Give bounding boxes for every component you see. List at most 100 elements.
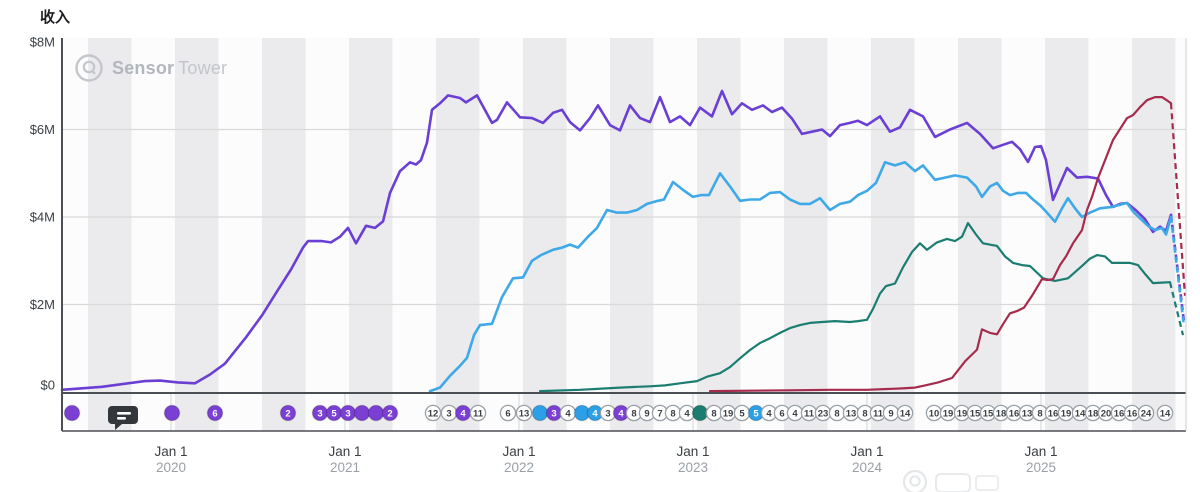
event-badge[interactable]: 15 bbox=[979, 404, 997, 422]
event-badge-count: 12 bbox=[428, 408, 439, 419]
event-badge[interactable]: 4 bbox=[559, 404, 577, 422]
event-badge[interactable]: 2 bbox=[279, 404, 297, 422]
event-badge-count: 10 bbox=[929, 408, 940, 419]
event-badge[interactable]: 23 bbox=[814, 404, 832, 422]
quarter-stripe bbox=[523, 38, 567, 431]
event-badge-count: 8 bbox=[711, 408, 716, 419]
event-badge-count: 7 bbox=[657, 408, 662, 419]
event-badge-count: 24 bbox=[1141, 408, 1152, 419]
event-badge-count: 4 bbox=[684, 408, 690, 419]
x-tick-year: 2024 bbox=[852, 460, 883, 475]
event-badge[interactable]: 13 bbox=[515, 404, 533, 422]
event-badge[interactable] bbox=[353, 404, 371, 422]
quarter-stripe bbox=[175, 38, 219, 431]
event-badge[interactable]: 4 bbox=[786, 404, 804, 422]
event-badge-count: 8 bbox=[631, 408, 636, 419]
series-line-teal[interactable] bbox=[538, 222, 1172, 393]
event-badge[interactable]: 14 bbox=[1156, 404, 1174, 422]
y-tick-label: $2M bbox=[30, 297, 55, 312]
event-badge-count: 19 bbox=[723, 408, 734, 419]
event-badge-count: 4 bbox=[565, 408, 571, 419]
event-badge[interactable]: 11 bbox=[469, 404, 487, 422]
event-badge[interactable]: 19 bbox=[719, 404, 737, 422]
event-badge[interactable] bbox=[691, 404, 709, 422]
event-badge[interactable]: 18 bbox=[992, 404, 1010, 422]
event-badge-count: 8 bbox=[862, 408, 867, 419]
event-badge[interactable]: 8 bbox=[856, 404, 874, 422]
event-badge-count: 13 bbox=[519, 408, 530, 419]
event-badge-count: 4 bbox=[460, 408, 466, 419]
event-badge[interactable]: 5 bbox=[325, 404, 343, 422]
event-badge[interactable] bbox=[531, 404, 549, 422]
event-badge[interactable]: 8 bbox=[664, 404, 682, 422]
series-line-teal-forecast bbox=[1168, 281, 1185, 336]
x-tick-label: Jan 1 bbox=[1024, 444, 1057, 459]
event-badge[interactable]: 3 bbox=[440, 404, 458, 422]
event-badge-count: 8 bbox=[834, 408, 839, 419]
event-badge[interactable]: 13 bbox=[842, 404, 860, 422]
event-badge[interactable]: 3 bbox=[545, 404, 563, 422]
event-badge-count: 3 bbox=[551, 408, 556, 419]
quarter-stripe bbox=[436, 38, 480, 431]
event-badge[interactable]: 2 bbox=[381, 404, 399, 422]
event-badge-count: 19 bbox=[957, 408, 968, 419]
event-badge[interactable]: 6 bbox=[499, 404, 517, 422]
event-badge-count: 20 bbox=[1101, 408, 1112, 419]
x-tick-label: Jan 1 bbox=[154, 444, 187, 459]
event-badge[interactable]: 5 bbox=[733, 404, 751, 422]
series-line-crimson-forecast bbox=[1169, 103, 1187, 296]
event-badge-count: 19 bbox=[1061, 408, 1072, 419]
event-badge[interactable]: 11 bbox=[800, 404, 818, 422]
quarter-stripe bbox=[871, 38, 915, 431]
y-tick-label: $8M bbox=[30, 35, 55, 50]
event-badge-count: 11 bbox=[804, 408, 815, 419]
event-badge[interactable]: 8 bbox=[705, 404, 723, 422]
event-badge-count: 14 bbox=[1075, 408, 1086, 419]
event-badge-count: 13 bbox=[1022, 408, 1033, 419]
event-badge[interactable]: 10 bbox=[925, 404, 943, 422]
series-line-light-blue[interactable] bbox=[428, 161, 1173, 393]
event-badge[interactable]: 24 bbox=[1137, 404, 1155, 422]
event-badge-count: 11 bbox=[473, 408, 484, 419]
event-badge-count: 9 bbox=[888, 408, 893, 419]
event-badge-count: 8 bbox=[670, 408, 675, 419]
event-badge[interactable]: 4 bbox=[454, 404, 472, 422]
event-badge-count: 23 bbox=[818, 408, 829, 419]
x-tick-year: 2023 bbox=[678, 460, 708, 475]
event-badge-count: 14 bbox=[900, 408, 911, 419]
event-badge-count: 16 bbox=[1114, 408, 1125, 419]
x-tick-label: Jan 1 bbox=[850, 444, 883, 459]
event-badge-count: 2 bbox=[285, 408, 290, 419]
event-badge-count: 9 bbox=[644, 408, 649, 419]
event-badge-count: 4 bbox=[618, 408, 624, 419]
x-tick-label: Jan 1 bbox=[502, 444, 535, 459]
x-tick-label: Jan 1 bbox=[676, 444, 709, 459]
event-badge[interactable]: 19 bbox=[1057, 404, 1075, 422]
event-badge[interactable]: 9 bbox=[882, 404, 900, 422]
event-badge[interactable] bbox=[63, 404, 81, 422]
event-badge[interactable]: 8 bbox=[828, 404, 846, 422]
event-badge[interactable] bbox=[367, 404, 385, 422]
event-badge[interactable]: 3 bbox=[311, 404, 329, 422]
event-badge[interactable]: 3 bbox=[339, 404, 357, 422]
x-tick-label: Jan 1 bbox=[328, 444, 361, 459]
event-badge[interactable] bbox=[163, 404, 181, 422]
event-badge[interactable]: 6 bbox=[206, 404, 224, 422]
event-badge-count: 15 bbox=[970, 408, 981, 419]
event-badge[interactable]: 12 bbox=[424, 404, 442, 422]
series-line-crimson[interactable] bbox=[708, 95, 1173, 393]
revenue-chart[interactable]: 6 2 3 5 3 2 12 3 4 11 6 13 3 4 4 3 4 8 9 7 8 4 8 19 5 5 4 6 4 11 23 8 13… bbox=[0, 0, 1200, 479]
quarter-stripe bbox=[1045, 38, 1089, 431]
event-badge-count: 5 bbox=[331, 408, 337, 419]
x-tick-year: 2025 bbox=[1026, 460, 1056, 475]
event-badge[interactable]: 19 bbox=[939, 404, 957, 422]
quarter-stripe bbox=[88, 38, 132, 431]
event-badge[interactable]: 14 bbox=[896, 404, 914, 422]
event-badge-count: 19 bbox=[943, 408, 954, 419]
y-tick-label: $6M bbox=[30, 122, 55, 137]
chat-bubble-icon[interactable] bbox=[108, 406, 138, 430]
series-line-purple[interactable] bbox=[60, 89, 1173, 392]
event-badge[interactable]: 16 bbox=[1123, 404, 1141, 422]
event-badge-count: 3 bbox=[605, 408, 610, 419]
event-badge-count: 18 bbox=[1088, 408, 1099, 419]
